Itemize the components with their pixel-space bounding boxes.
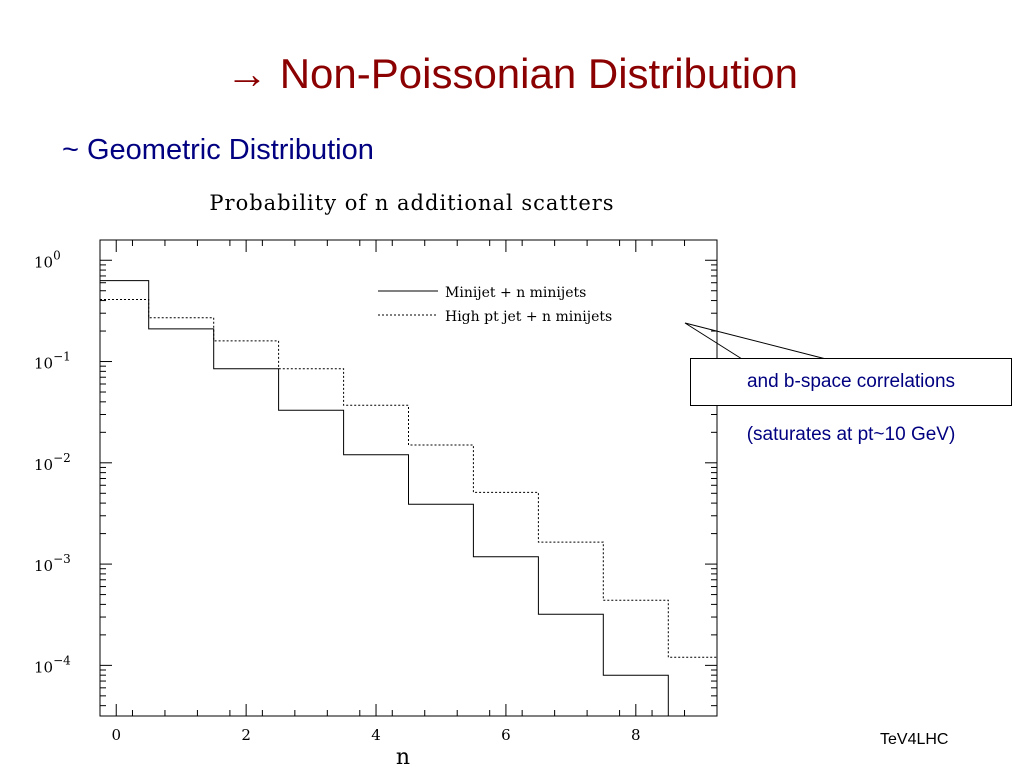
chart-title: Probability of n additional scatters xyxy=(209,191,614,215)
footer-label: TeV4LHC xyxy=(880,731,949,748)
slide-title: → Non-Poissonian Distribution xyxy=(226,50,798,97)
x-tick-label: 6 xyxy=(501,726,511,744)
callout-box: and b-space correlations xyxy=(690,358,1012,406)
y-tick-label: 100 xyxy=(34,248,61,271)
y-tick-label: 10−1 xyxy=(34,350,71,373)
y-tick-label: 10−4 xyxy=(34,653,71,676)
callout-pointer xyxy=(684,322,827,360)
x-axis-label: n xyxy=(396,745,410,768)
y-tick-label: 10−3 xyxy=(34,552,71,575)
series-line-0 xyxy=(100,280,669,716)
legend-label-minijet: Minijet + n minijets xyxy=(445,285,586,301)
x-tick-label: 4 xyxy=(371,726,381,744)
legend-label-highpt: High pt jet + n minijets xyxy=(445,309,612,325)
ticks: 0 2 4 6 8 100 10−1 10−2 10−3 10−4 xyxy=(34,240,718,744)
legend: Minijet + n minijets High pt jet + n min… xyxy=(378,285,612,325)
series-layer xyxy=(100,280,717,716)
x-tick-label: 0 xyxy=(111,726,121,744)
x-tick-label: 2 xyxy=(241,726,251,744)
callout-note: (saturates at pt~10 GeV) xyxy=(746,424,956,445)
bullet-geometric: ~ Geometric Distribution xyxy=(62,134,374,166)
y-tick-label: 10−2 xyxy=(34,451,71,474)
x-tick-label: 8 xyxy=(631,726,641,744)
